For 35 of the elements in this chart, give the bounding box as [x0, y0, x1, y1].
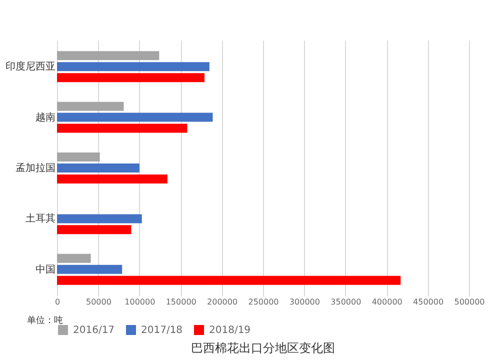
x-tick-label: 300000 — [289, 298, 320, 306]
x-tick-label: 100000 — [124, 298, 156, 306]
bar — [57, 62, 210, 72]
y-tick-label: 越南 — [36, 111, 56, 124]
bar — [57, 264, 122, 274]
bar — [57, 225, 132, 234]
x-tick-label: 0 — [54, 298, 60, 306]
x-tick-label: 450000 — [413, 298, 444, 306]
bar — [57, 214, 142, 224]
text: 巴西棉花出口分地区变化图 — [191, 341, 335, 355]
legend-label: 2016/17 — [73, 325, 115, 336]
legend-label: 2018/19 — [209, 325, 251, 336]
bar — [57, 276, 401, 285]
x-tick-label: 250000 — [248, 298, 279, 306]
x-tick-label: 150000 — [166, 298, 196, 306]
y-tick-label: 中国 — [36, 263, 56, 276]
bar — [57, 152, 100, 162]
bar — [57, 51, 160, 60]
bar — [57, 73, 204, 82]
x-tick-label: 50000 — [86, 298, 112, 306]
y-tick-label: 土耳其 — [26, 212, 56, 225]
bar — [57, 124, 188, 133]
legend-label: 2017/18 — [141, 325, 183, 336]
bar — [57, 254, 91, 263]
y-tick-label: 印度尼西亚 — [6, 60, 56, 73]
bar — [57, 164, 140, 172]
x-tick-label: 350000 — [330, 298, 362, 306]
x-tick-label: 200000 — [207, 298, 238, 306]
bar — [57, 174, 168, 184]
x-tick-label: 500000 — [454, 298, 485, 306]
x-tick-label: 400000 — [372, 298, 402, 306]
bar — [57, 112, 213, 122]
bar — [57, 102, 124, 111]
y-tick-label: 孟加拉国 — [16, 162, 56, 174]
text: 单位：吨 — [27, 315, 63, 326]
